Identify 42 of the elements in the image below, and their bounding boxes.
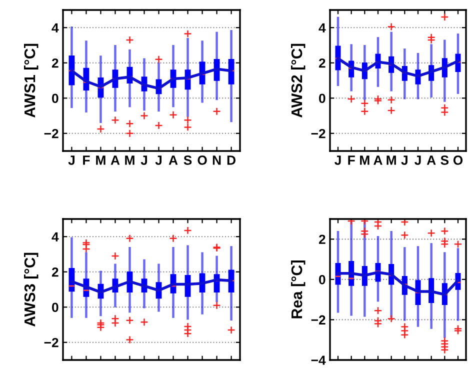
x-tick-label: A xyxy=(426,156,436,165)
x-tick-label: M xyxy=(96,156,106,165)
y-tick-label: 2 xyxy=(52,58,58,68)
y-tick-label: 2 xyxy=(318,58,326,68)
y-tick-label: 2 xyxy=(52,267,58,277)
x-tick-label: J xyxy=(414,156,421,165)
y-axis-title: Rea [°C] xyxy=(290,260,306,318)
y-tick-label: −2 xyxy=(311,128,326,138)
x-tick-label: N xyxy=(212,156,221,165)
x-tick-label: A xyxy=(110,156,120,165)
x-tick-label: O xyxy=(453,156,463,165)
y-tick-label: 0 xyxy=(52,302,58,312)
x-tick-label: M xyxy=(386,156,396,165)
x-tick-label: D xyxy=(227,156,236,165)
y-tick-label: 4 xyxy=(52,23,59,32)
x-tick-label: J xyxy=(155,156,162,165)
x-tick-label: J xyxy=(334,156,341,165)
x-tick-label: J xyxy=(140,156,148,165)
y-tick-label: −2 xyxy=(311,315,326,324)
y-tick-label: −4 xyxy=(311,356,326,365)
y-tick-label: 0 xyxy=(319,94,326,104)
y-tick-label: 0 xyxy=(319,274,326,284)
x-tick-label: J xyxy=(68,156,74,165)
y-tick-label: −2 xyxy=(44,338,58,348)
y-tick-label: 4 xyxy=(52,232,59,242)
x-tick-label: M xyxy=(360,156,370,165)
y-tick-label: −2 xyxy=(44,128,58,138)
x-tick-label: O xyxy=(198,156,207,165)
y-tick-label: 2 xyxy=(318,234,326,244)
y-axis-title: AWS1 [°C] xyxy=(24,44,38,118)
y-tick-label: 4 xyxy=(318,23,326,32)
x-tick-label: A xyxy=(374,156,382,165)
y-axis-title: AWS3 [°C] xyxy=(24,252,38,327)
x-tick-label: S xyxy=(440,156,449,165)
y-tick-label: 0 xyxy=(52,94,58,104)
x-tick-label: F xyxy=(83,156,90,165)
x-tick-label: J xyxy=(401,156,408,165)
x-tick-label: S xyxy=(184,156,192,165)
x-tick-label: A xyxy=(168,156,178,165)
x-tick-label: F xyxy=(348,156,355,165)
x-tick-label: M xyxy=(125,156,134,165)
y-axis-title: AWS2 [°C] xyxy=(290,44,306,118)
